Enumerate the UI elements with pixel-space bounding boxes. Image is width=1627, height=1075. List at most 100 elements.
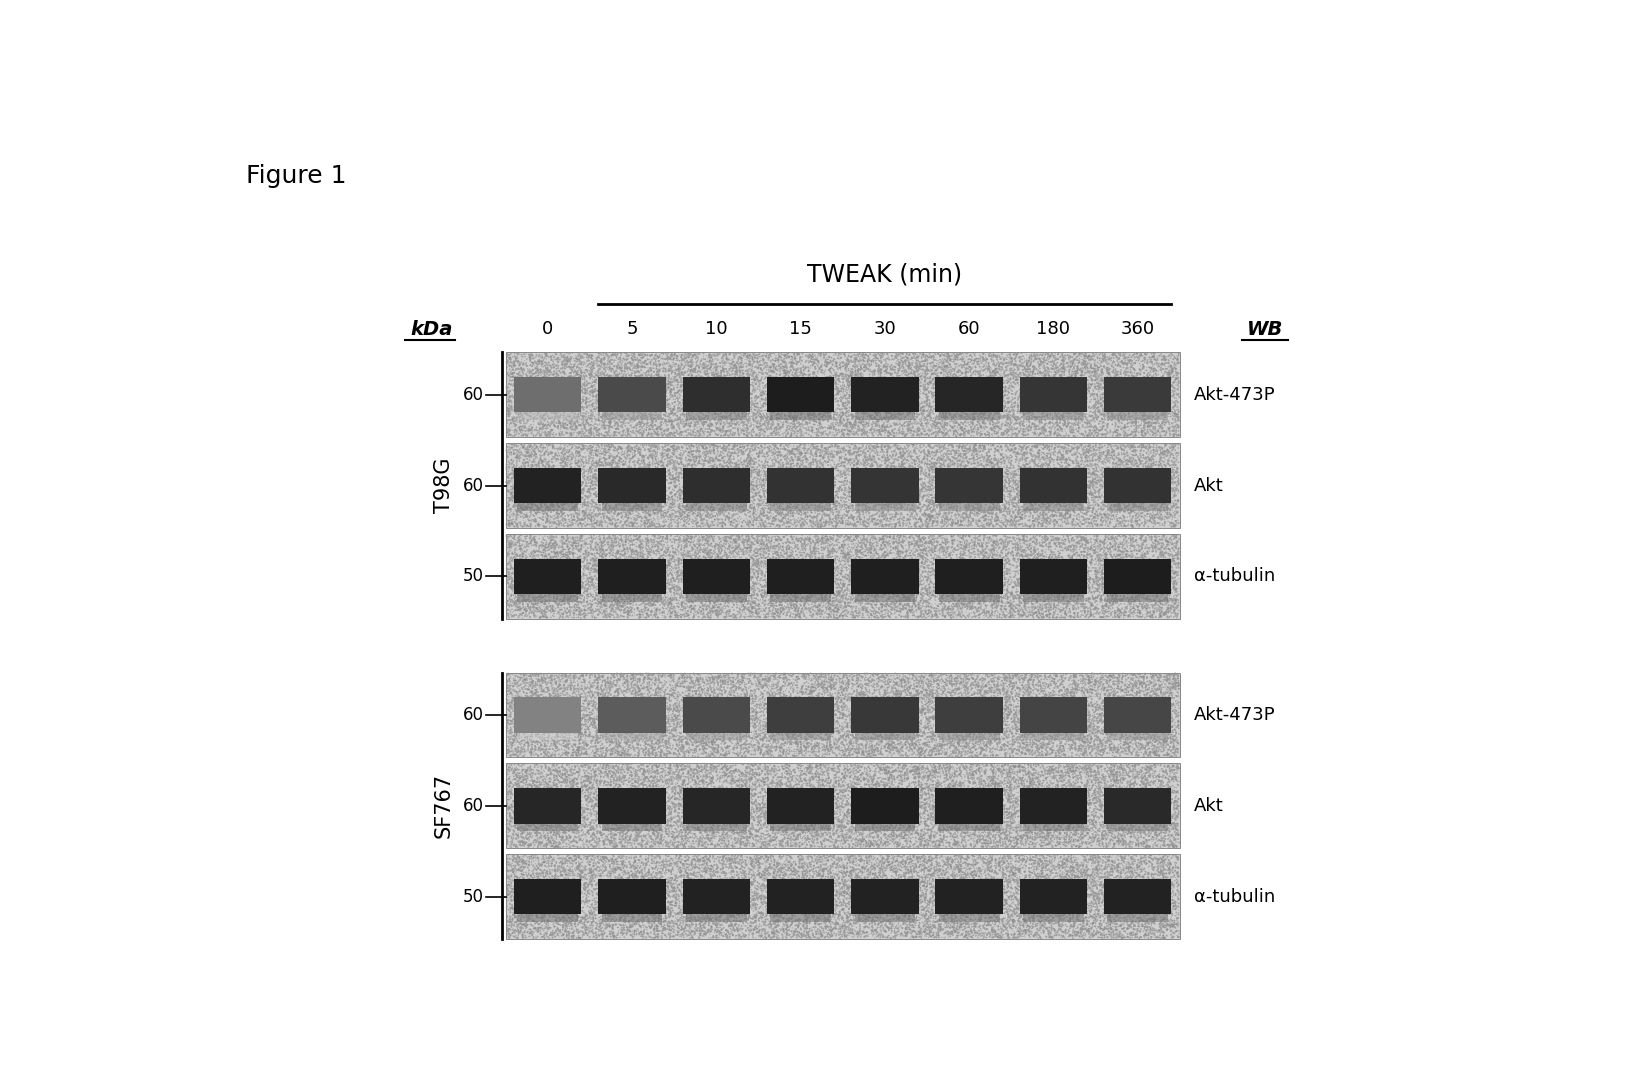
Point <box>504 475 530 492</box>
Point <box>882 599 908 616</box>
Point <box>1150 516 1176 533</box>
Point <box>509 421 535 439</box>
Point <box>1009 375 1035 392</box>
Point <box>1132 395 1158 412</box>
Point <box>864 406 890 424</box>
Point <box>656 856 682 873</box>
Point <box>519 575 545 592</box>
Point <box>966 585 992 602</box>
Point <box>594 734 620 751</box>
Point <box>841 358 867 375</box>
Point <box>963 778 989 796</box>
Point <box>796 471 822 488</box>
Point <box>929 865 955 883</box>
Point <box>713 914 739 931</box>
Point <box>638 904 664 921</box>
Point <box>537 790 563 807</box>
Point <box>1147 798 1173 815</box>
Point <box>734 857 760 874</box>
Point <box>870 460 896 477</box>
Point <box>513 707 539 725</box>
Point <box>745 448 771 465</box>
Point <box>952 459 978 476</box>
Point <box>905 813 931 830</box>
Point <box>1158 834 1184 851</box>
Point <box>1007 717 1033 734</box>
Point <box>918 487 944 504</box>
Point <box>786 398 812 415</box>
Point <box>787 828 814 845</box>
Point <box>791 912 817 929</box>
Point <box>592 583 618 600</box>
Point <box>888 544 914 561</box>
Point <box>633 376 659 393</box>
Point <box>799 436 825 454</box>
Point <box>916 729 942 746</box>
Point <box>713 790 739 807</box>
Point <box>1154 805 1180 822</box>
Point <box>1101 759 1128 776</box>
Point <box>1062 822 1088 840</box>
Point <box>1110 583 1136 600</box>
Point <box>1020 607 1046 625</box>
Point <box>815 461 841 478</box>
Point <box>770 677 796 694</box>
Point <box>535 410 561 427</box>
Point <box>555 772 581 789</box>
Point <box>688 397 714 414</box>
Point <box>966 823 992 841</box>
Point <box>613 880 639 898</box>
Point <box>740 476 766 493</box>
Point <box>1061 562 1087 579</box>
Point <box>709 778 735 796</box>
Point <box>517 446 543 463</box>
Point <box>735 425 761 442</box>
Point <box>750 731 776 748</box>
Point <box>547 415 573 432</box>
Point <box>979 921 1005 938</box>
Point <box>988 498 1014 515</box>
Point <box>844 501 870 518</box>
Point <box>558 487 584 504</box>
Point <box>870 362 896 379</box>
Point <box>1129 435 1155 453</box>
Point <box>672 347 698 364</box>
Point <box>625 783 651 800</box>
Point <box>814 826 840 843</box>
Point <box>519 775 545 792</box>
Point <box>924 378 950 396</box>
Point <box>563 428 589 445</box>
Point <box>771 413 797 430</box>
Point <box>704 860 731 877</box>
Point <box>1056 573 1082 590</box>
Point <box>905 768 931 785</box>
Point <box>1009 442 1035 459</box>
Point <box>657 862 683 879</box>
Point <box>687 684 713 701</box>
Point <box>986 569 1012 586</box>
Point <box>1149 772 1175 789</box>
Point <box>856 908 882 926</box>
Point <box>516 671 542 688</box>
Point <box>929 673 955 690</box>
Point <box>612 895 638 913</box>
Point <box>770 354 796 371</box>
Point <box>997 768 1023 785</box>
Point <box>866 831 892 848</box>
Point <box>1005 914 1032 931</box>
Point <box>1152 878 1178 895</box>
Point <box>555 717 581 734</box>
Point <box>698 535 724 553</box>
Point <box>735 417 761 434</box>
Point <box>610 496 636 513</box>
Point <box>861 493 887 511</box>
Point <box>914 882 940 899</box>
Point <box>936 815 962 832</box>
Point <box>979 851 1005 869</box>
Point <box>815 554 841 571</box>
Point <box>817 513 843 530</box>
Point <box>630 545 656 562</box>
Point <box>509 854 535 871</box>
Point <box>1092 453 1118 470</box>
Point <box>1061 350 1087 368</box>
